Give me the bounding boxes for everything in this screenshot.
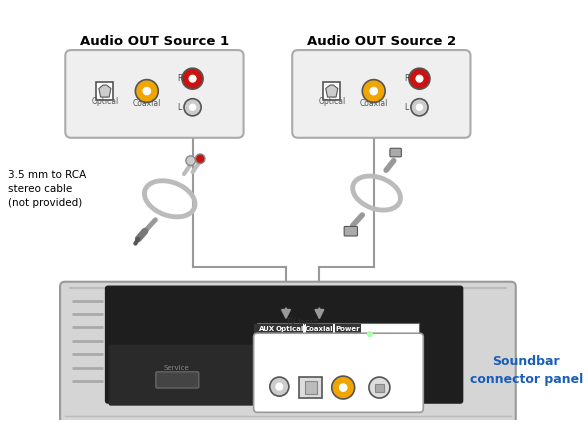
FancyBboxPatch shape (305, 381, 316, 394)
Text: Optical: Optical (318, 97, 345, 106)
Text: Coaxial: Coaxial (305, 326, 333, 332)
FancyBboxPatch shape (65, 50, 243, 138)
FancyBboxPatch shape (156, 372, 199, 388)
FancyBboxPatch shape (258, 323, 419, 340)
Circle shape (270, 377, 289, 396)
Circle shape (135, 80, 158, 102)
FancyBboxPatch shape (253, 324, 280, 340)
Circle shape (143, 87, 151, 95)
Text: Optical: Optical (276, 326, 304, 332)
Circle shape (276, 383, 283, 390)
Text: Audio OUT Source 2: Audio OUT Source 2 (307, 35, 456, 48)
Circle shape (416, 104, 422, 110)
Polygon shape (326, 85, 338, 97)
Circle shape (186, 156, 195, 166)
Text: Optical: Optical (91, 97, 119, 106)
Circle shape (368, 332, 372, 337)
FancyBboxPatch shape (344, 227, 358, 236)
Text: AUX: AUX (259, 326, 275, 332)
Circle shape (182, 68, 203, 89)
FancyBboxPatch shape (96, 83, 113, 100)
Text: R: R (404, 74, 410, 83)
FancyBboxPatch shape (335, 324, 361, 340)
FancyBboxPatch shape (253, 333, 423, 412)
Polygon shape (99, 85, 111, 97)
Text: R: R (178, 74, 183, 83)
Circle shape (362, 80, 385, 102)
Circle shape (189, 104, 196, 110)
Text: Soundbar
connector panel: Soundbar connector panel (470, 355, 583, 386)
Circle shape (370, 87, 377, 95)
Text: Audio OUT Source 1: Audio OUT Source 1 (80, 35, 229, 48)
Circle shape (195, 154, 205, 163)
FancyBboxPatch shape (292, 50, 470, 138)
Text: L: L (178, 103, 182, 112)
Text: L: L (404, 103, 409, 112)
Circle shape (184, 99, 201, 116)
Text: Service: Service (163, 365, 189, 371)
FancyBboxPatch shape (390, 148, 402, 157)
FancyBboxPatch shape (375, 384, 384, 392)
Circle shape (411, 99, 428, 116)
Text: Coaxial: Coaxial (133, 99, 161, 108)
Circle shape (409, 68, 430, 89)
Circle shape (369, 377, 390, 398)
Text: Power: Power (336, 326, 360, 332)
Circle shape (189, 75, 196, 82)
Circle shape (339, 384, 347, 391)
FancyBboxPatch shape (109, 345, 260, 405)
Text: Coaxial: Coaxial (359, 99, 388, 108)
Circle shape (332, 376, 355, 399)
FancyBboxPatch shape (105, 286, 463, 404)
Text: 3.5 mm to RCA
stereo cable
(not provided): 3.5 mm to RCA stereo cable (not provided… (8, 170, 86, 208)
Text: TV Input: TV Input (286, 319, 318, 328)
Circle shape (416, 75, 423, 82)
FancyBboxPatch shape (276, 324, 303, 340)
FancyBboxPatch shape (60, 282, 516, 423)
FancyBboxPatch shape (299, 377, 322, 398)
FancyBboxPatch shape (306, 324, 333, 340)
FancyBboxPatch shape (323, 83, 340, 100)
